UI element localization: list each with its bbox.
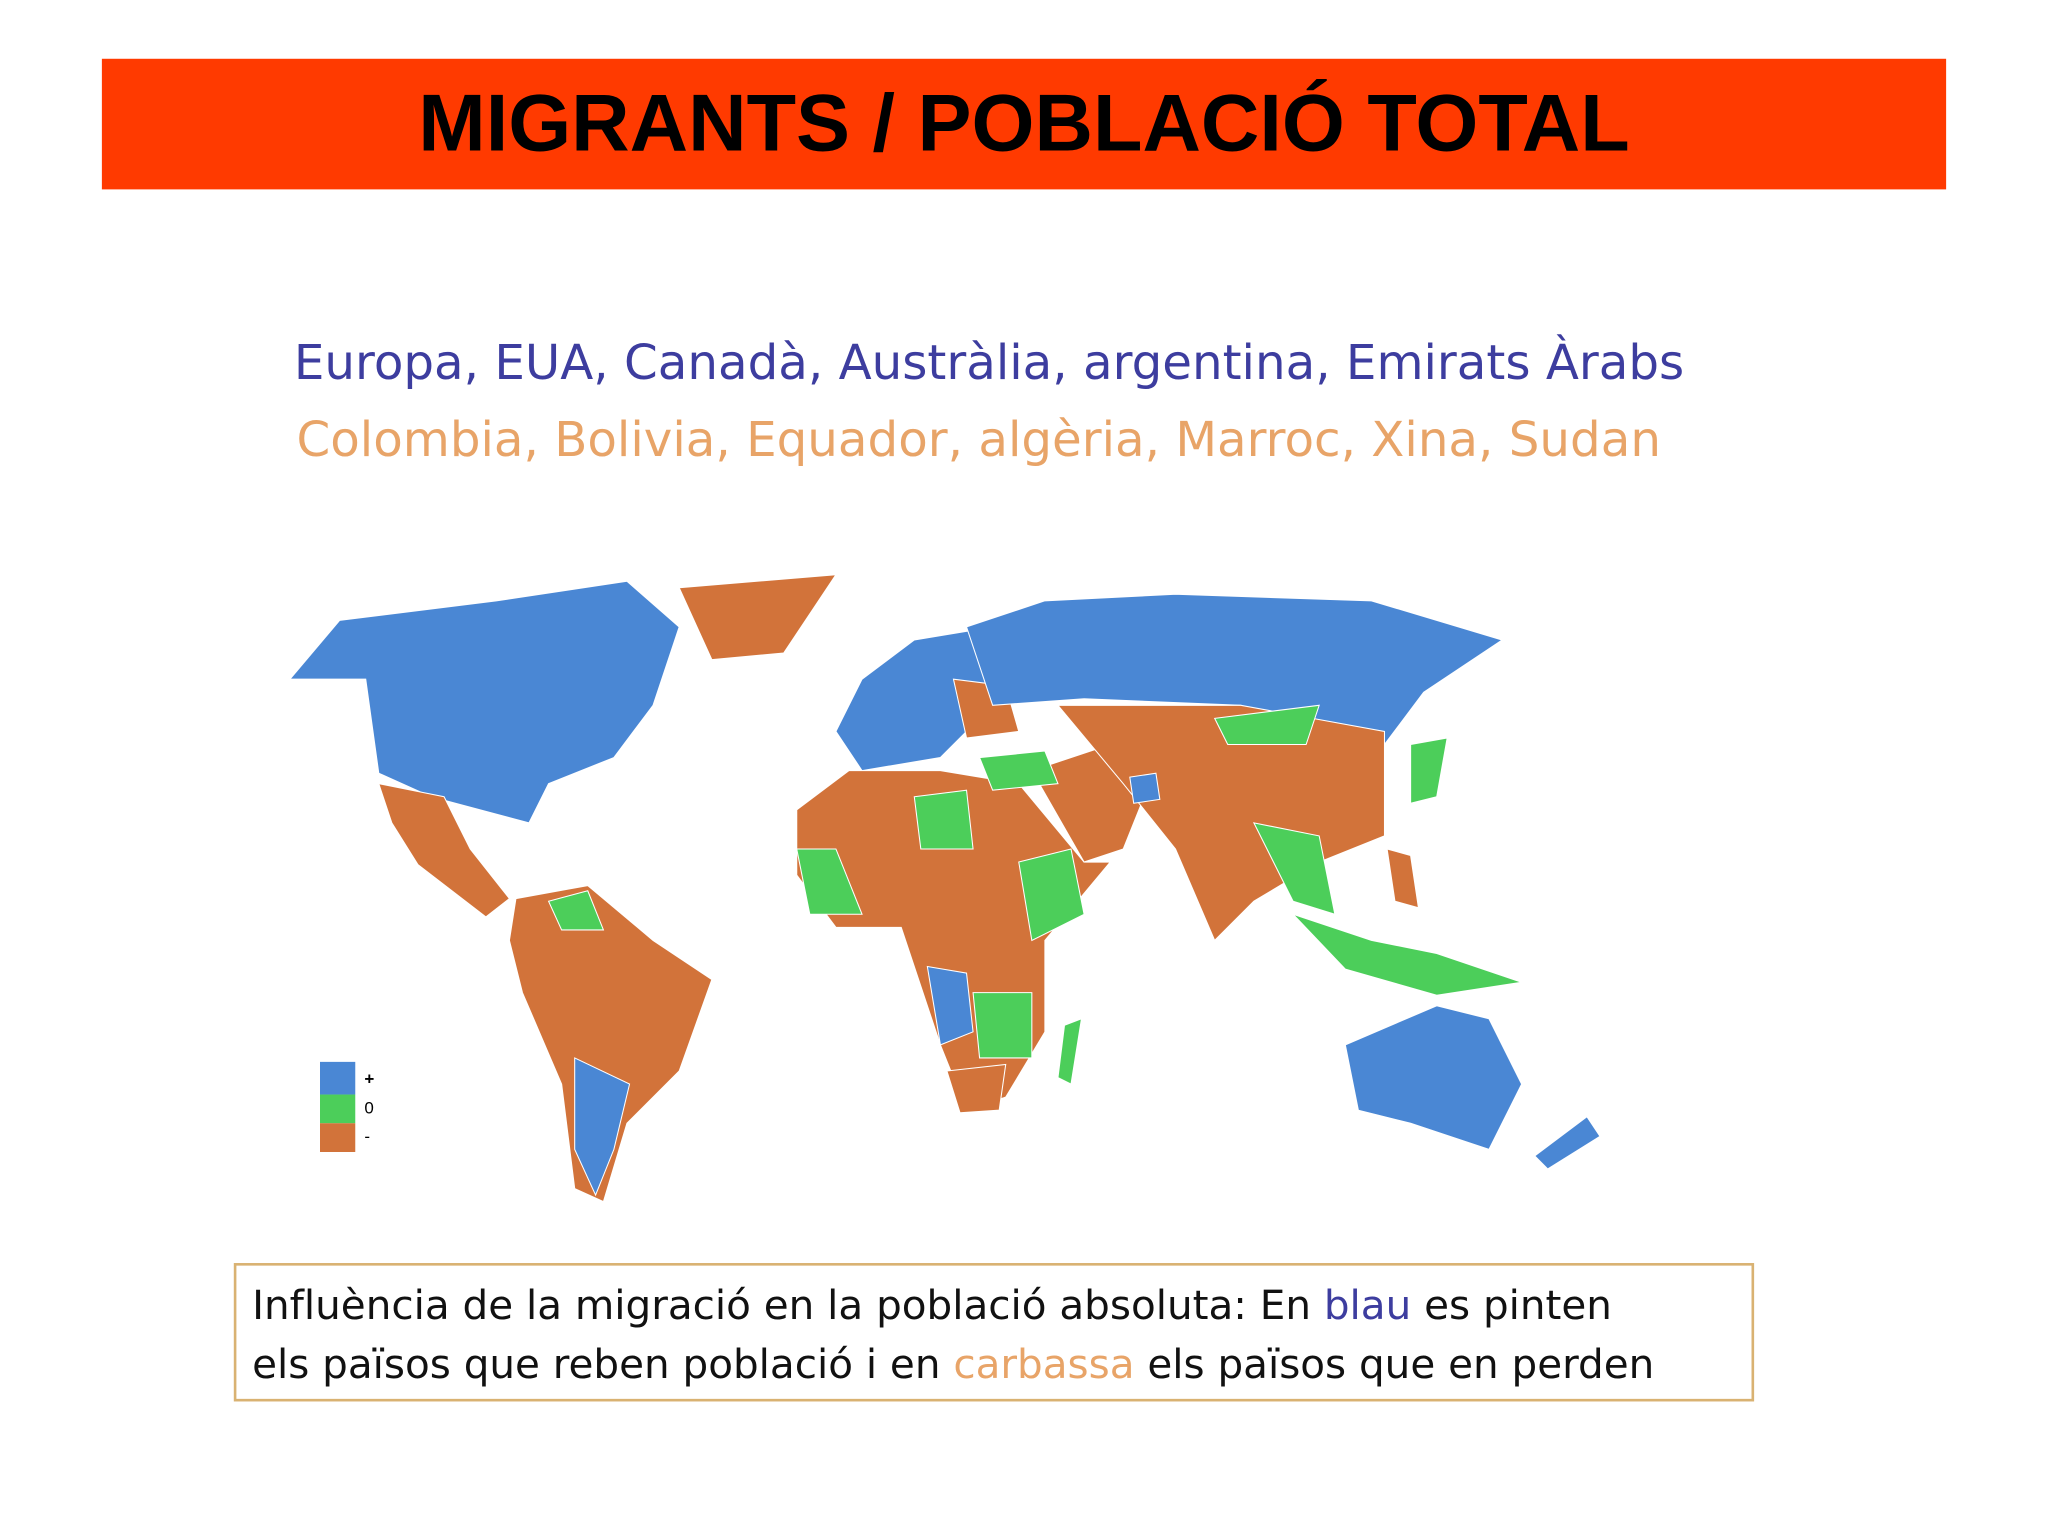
land — [926, 965, 974, 1046]
legend-swatch — [320, 1061, 356, 1095]
caption-line: Influència de la migració en la població… — [252, 1281, 1612, 1329]
legend-label: 0 — [364, 1098, 373, 1117]
land — [972, 992, 1033, 1059]
caption-text: es pinten — [1411, 1281, 1612, 1329]
land — [946, 1063, 1007, 1114]
land — [1344, 1005, 1523, 1151]
land — [1057, 1017, 1083, 1085]
title-bar — [101, 58, 1947, 190]
legend-swatch — [320, 1123, 356, 1152]
caption-text: els països que reben població i en — [252, 1340, 953, 1388]
legend-label: + — [364, 1070, 374, 1089]
caption-highlight: carbassa — [953, 1340, 1134, 1388]
legend: + 0 - — [320, 1061, 374, 1152]
subtitle-line: Colombia, Bolivia, Equador, algèria, Mar… — [296, 412, 1660, 468]
land — [1292, 913, 1522, 996]
caption-text: els països que en perden — [1135, 1340, 1655, 1388]
land — [574, 1057, 631, 1197]
legend-label: - — [364, 1127, 370, 1146]
land — [796, 848, 863, 915]
land — [1386, 848, 1420, 909]
caption-box — [233, 1263, 1755, 1402]
title: MIGRANTS / POBLACIÓ TOTAL — [418, 78, 1630, 169]
legend-swatch — [320, 1094, 356, 1124]
caption-highlight: blau — [1324, 1281, 1411, 1329]
land — [1252, 822, 1336, 916]
land — [547, 890, 605, 931]
land — [1213, 704, 1320, 746]
land — [1533, 1115, 1601, 1170]
land — [288, 580, 680, 824]
land — [1410, 737, 1448, 804]
world-map — [288, 574, 1601, 1203]
land — [978, 750, 1059, 791]
land — [508, 884, 713, 1203]
caption-text: Influència de la migració en la població… — [252, 1281, 1324, 1329]
caption-line: els països que reben població i en carba… — [252, 1340, 1654, 1388]
land — [1018, 848, 1085, 942]
land — [913, 789, 974, 850]
subtitle-line: Europa, EUA, Canadà, Austràlia, argentin… — [294, 334, 1684, 391]
land — [377, 782, 511, 918]
land — [678, 574, 837, 661]
land — [965, 593, 1504, 746]
land — [1129, 772, 1161, 804]
